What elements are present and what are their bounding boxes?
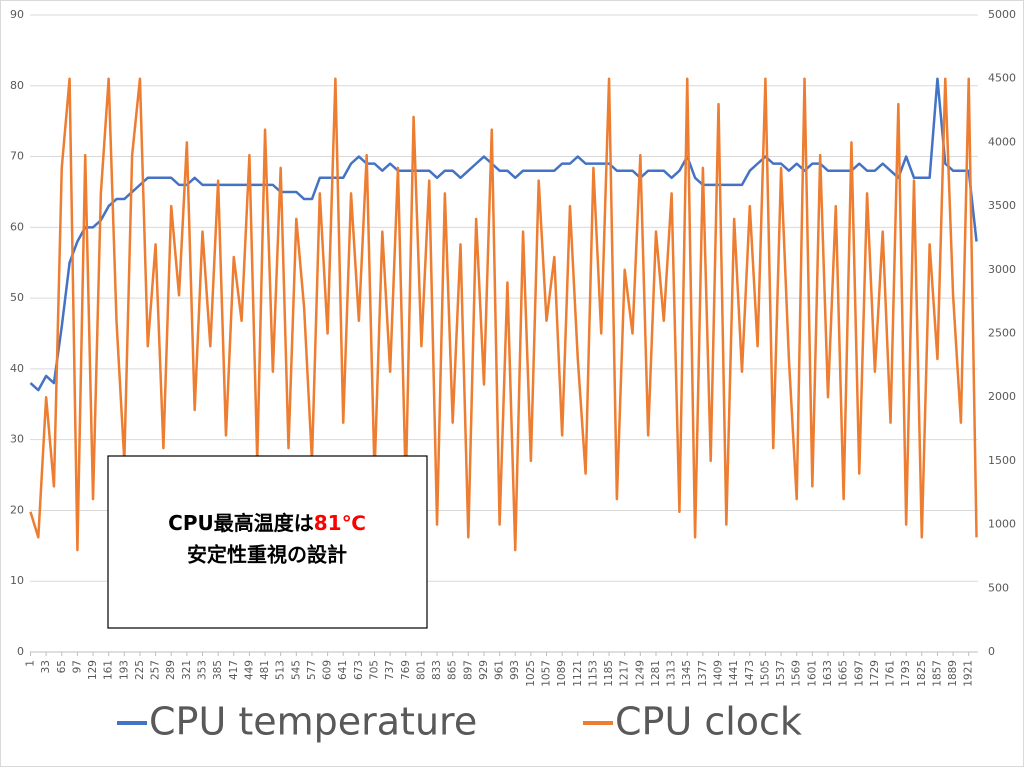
x-tick-label: 1601	[806, 660, 818, 687]
y-tick-label: 80	[10, 79, 24, 92]
x-tick-label: 1793	[900, 660, 912, 687]
y2-tick-label: 500	[988, 581, 1009, 594]
x-tick-label: 161	[103, 660, 115, 680]
x-tick-label: 1025	[525, 660, 537, 687]
x-tick-label: 417	[228, 660, 240, 680]
x-tick-label: 97	[71, 660, 83, 673]
y2-tick-label: 3500	[988, 199, 1016, 212]
annotation-line: CPU最高温度は81℃	[168, 511, 366, 535]
x-tick-label: 65	[56, 660, 68, 673]
x-tick-label: 1761	[885, 660, 897, 687]
x-tick-label: 545	[290, 660, 302, 680]
x-tick-label: 1185	[603, 660, 615, 687]
x-tick-label: 1697	[853, 660, 865, 687]
y-tick-label: 20	[10, 503, 24, 516]
x-tick-label: 1121	[572, 660, 584, 687]
y2-tick-label: 2500	[988, 327, 1016, 340]
x-tick-label: 961	[494, 660, 506, 680]
y-tick-label: 60	[10, 220, 24, 233]
x-tick-label: 1345	[681, 660, 693, 687]
x-tick-label: 1633	[822, 660, 834, 687]
x-tick-label: 1313	[666, 660, 678, 687]
x-tick-label: 1249	[634, 660, 646, 687]
y-tick-label: 0	[17, 645, 24, 658]
y2-tick-label: 4500	[988, 72, 1016, 85]
x-tick-label: 449	[243, 660, 255, 680]
y-tick-label: 30	[10, 433, 24, 446]
x-tick-label: 897	[462, 660, 474, 680]
y2-tick-label: 1500	[988, 454, 1016, 467]
y-tick-label: 10	[10, 574, 24, 587]
y-tick-label: 50	[10, 291, 24, 304]
x-tick-label: 513	[275, 660, 287, 680]
x-tick-label: 577	[306, 660, 318, 680]
legend-label: CPU clock	[615, 700, 802, 744]
x-tick-label: 1057	[541, 660, 553, 687]
x-tick-label: 1537	[775, 660, 787, 687]
x-tick-label: 385	[212, 660, 224, 680]
x-tick-label: 705	[369, 660, 381, 680]
x-tick-label: 1729	[869, 660, 881, 687]
x-tick-label: 321	[181, 660, 193, 680]
y2-tick-label: 5000	[988, 8, 1016, 21]
x-tick-label: 769	[400, 660, 412, 680]
x-tick-label: 1569	[791, 660, 803, 687]
x-tick-label: 833	[431, 660, 443, 680]
x-tick-label: 1473	[744, 660, 756, 687]
x-tick-label: 129	[87, 660, 99, 680]
annotation-text: CPU最高温度は	[168, 511, 314, 535]
y2-tick-label: 1000	[988, 518, 1016, 531]
x-tick-label: 609	[322, 660, 334, 680]
x-tick-label: 1889	[947, 660, 959, 687]
y-tick-label: 40	[10, 362, 24, 375]
legend: CPU temperature CPU clock	[117, 700, 802, 744]
x-tick-label: 1921	[963, 660, 975, 687]
x-tick-label: 33	[40, 660, 52, 673]
x-tick-label: 737	[384, 660, 396, 680]
x-tick-label: 1153	[587, 660, 599, 687]
x-tick-label: 1377	[697, 660, 709, 687]
y-tick-label: 70	[10, 150, 24, 163]
x-tick-label: 257	[150, 660, 162, 680]
y2-tick-label: 4000	[988, 135, 1016, 148]
annotation-box	[107, 455, 428, 629]
x-tick-label: 673	[353, 660, 365, 680]
x-tick-label: 865	[447, 660, 459, 680]
annotation-highlight: 81℃	[314, 511, 366, 535]
axes: 0 10 20 30 40 50 60 70 80 90 0 500 1000 1500 2000 2500 3…	[10, 8, 1016, 687]
y2-tick-label: 2000	[988, 390, 1016, 403]
x-tick-label: 1217	[619, 660, 631, 687]
x-tick-label: 993	[509, 660, 521, 680]
x-tick-label: 1665	[838, 660, 850, 687]
x-tick-label: 225	[134, 660, 146, 680]
x-tick-label: 193	[118, 660, 130, 680]
y-tick-label: 90	[10, 8, 24, 21]
x-tick-label: 1825	[916, 660, 928, 687]
x-tick-label: 481	[259, 660, 271, 680]
x-tick-label: 1409	[713, 660, 725, 687]
x-tick-label: 641	[337, 660, 349, 680]
x-tick-label: 1	[24, 660, 36, 667]
x-tick-label: 1281	[650, 660, 662, 687]
x-tick-label: 1857	[931, 660, 943, 687]
x-tick-label: 929	[478, 660, 490, 680]
plot	[29, 77, 978, 552]
x-tick-label: 289	[165, 660, 177, 680]
y2-tick-label: 3000	[988, 263, 1016, 276]
x-tick-label: 1089	[556, 660, 568, 687]
x-tick-label: 1505	[759, 660, 771, 687]
legend-label: CPU temperature	[149, 700, 477, 744]
y2-tick-label: 0	[988, 645, 995, 658]
annotation-text: 安定性重視の設計	[187, 543, 347, 567]
x-tick-label: 801	[415, 660, 427, 680]
x-tick-label: 1441	[728, 660, 740, 687]
series-line	[29, 77, 978, 552]
x-tick-label: 353	[196, 660, 208, 680]
